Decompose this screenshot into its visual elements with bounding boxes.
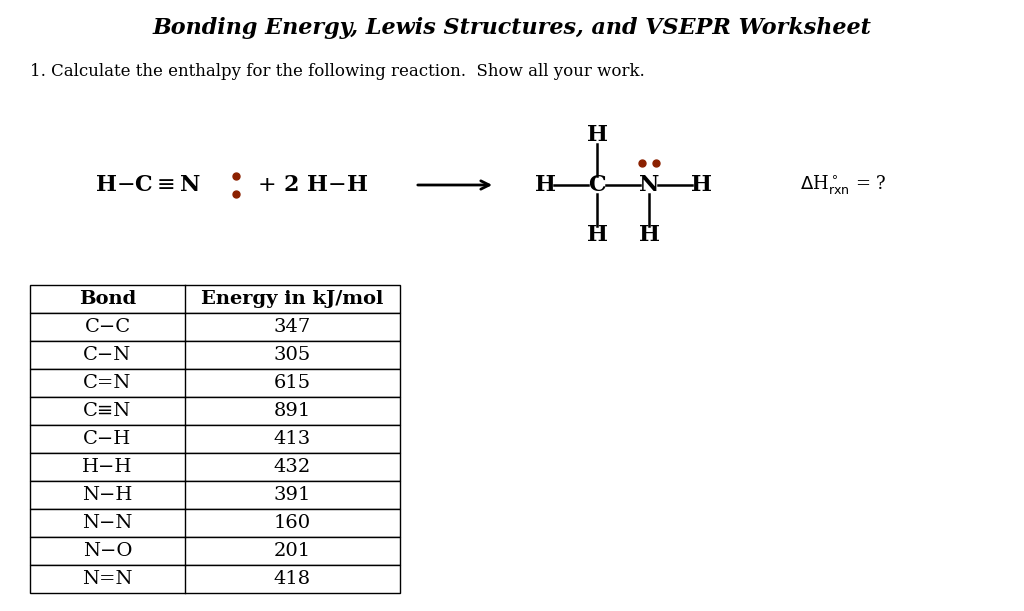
Text: 160: 160: [274, 514, 311, 532]
Bar: [30, 313, 400, 341]
Text: $\Delta$H$^\circ_{\mathrm{rxn}}$ = ?: $\Delta$H$^\circ_{\mathrm{rxn}}$ = ?: [800, 174, 887, 197]
Text: H: H: [587, 124, 607, 146]
Bar: [30, 285, 400, 313]
Bar: [30, 341, 400, 369]
Bar: [30, 453, 400, 481]
Text: N=N: N=N: [82, 570, 133, 588]
Text: Energy in kJ/mol: Energy in kJ/mol: [202, 290, 384, 308]
Bar: [30, 537, 400, 565]
Text: C−C: C−C: [84, 318, 131, 336]
Bar: [30, 565, 400, 593]
Bar: [30, 397, 400, 425]
Text: 418: 418: [274, 570, 311, 588]
Text: H: H: [587, 224, 607, 246]
Text: 432: 432: [273, 458, 311, 476]
Text: H$-$C$\equiv$N: H$-$C$\equiv$N: [95, 174, 201, 196]
Text: $+$ 2 H$-$H: $+$ 2 H$-$H: [257, 174, 369, 196]
Text: C−H: C−H: [83, 430, 132, 448]
Text: C−N: C−N: [83, 346, 132, 364]
Text: C≡N: C≡N: [83, 402, 132, 420]
Text: H: H: [690, 174, 712, 196]
Text: C=N: C=N: [83, 374, 132, 392]
Text: N: N: [639, 174, 659, 196]
Bar: [30, 481, 400, 509]
Text: 413: 413: [273, 430, 311, 448]
Text: H: H: [535, 174, 555, 196]
Text: H: H: [639, 224, 659, 246]
Bar: [30, 425, 400, 453]
Text: Bond: Bond: [79, 290, 136, 308]
Bar: [30, 509, 400, 537]
Bar: [30, 369, 400, 397]
Text: H−H: H−H: [82, 458, 133, 476]
Text: 391: 391: [273, 486, 311, 504]
Text: N−O: N−O: [83, 542, 132, 560]
Text: 347: 347: [273, 318, 311, 336]
Text: Bonding Energy, Lewis Structures, and VSEPR Worksheet: Bonding Energy, Lewis Structures, and VS…: [153, 17, 871, 39]
Text: 1. Calculate the enthalpy for the following reaction.  Show all your work.: 1. Calculate the enthalpy for the follow…: [30, 64, 645, 81]
Text: 305: 305: [273, 346, 311, 364]
Text: C: C: [588, 174, 606, 196]
Text: 891: 891: [273, 402, 311, 420]
Text: N−N: N−N: [82, 514, 133, 532]
Text: 615: 615: [274, 374, 311, 392]
Text: N−H: N−H: [82, 486, 133, 504]
Text: 201: 201: [274, 542, 311, 560]
